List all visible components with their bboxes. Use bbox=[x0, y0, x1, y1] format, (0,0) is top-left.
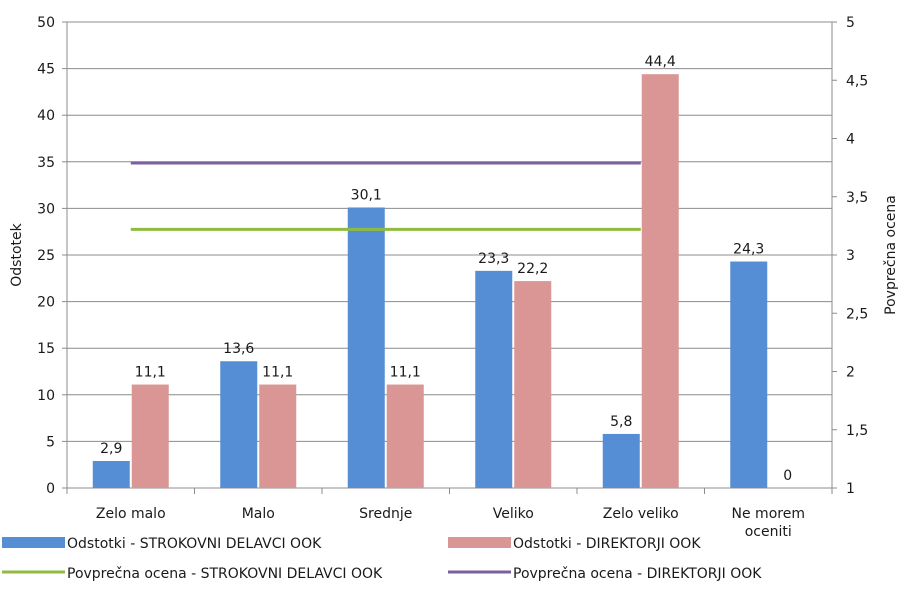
legend-swatch bbox=[2, 537, 65, 548]
bar bbox=[602, 433, 640, 488]
bar-data-label: 23,3 bbox=[478, 251, 509, 267]
x-category-label: Veliko bbox=[493, 506, 534, 522]
bar-data-label: 0 bbox=[783, 468, 792, 484]
bar bbox=[259, 384, 297, 488]
x-category-label: Malo bbox=[242, 506, 275, 522]
y2-tick-label: 3 bbox=[846, 248, 855, 264]
bar-data-label: 13,6 bbox=[223, 341, 254, 357]
bar bbox=[131, 384, 169, 488]
y-tick-label: 5 bbox=[46, 434, 55, 450]
bar bbox=[514, 281, 552, 488]
x-category-label: Zelo veliko bbox=[603, 506, 679, 522]
legend-label: Povprečna ocena - DIREKTORJI OOK bbox=[513, 566, 762, 582]
bar-data-label: 11,1 bbox=[135, 365, 166, 381]
bar bbox=[220, 361, 258, 488]
bar-data-label: 44,4 bbox=[645, 54, 676, 70]
y-axis-title: Odstotek bbox=[9, 222, 25, 286]
legend-label: Odstotki - DIREKTORJI OOK bbox=[513, 536, 701, 552]
bar-data-label: 22,2 bbox=[517, 261, 548, 277]
bar-data-label: 2,9 bbox=[100, 441, 122, 457]
x-category-label: Ne morem bbox=[732, 506, 805, 522]
y-tick-label: 40 bbox=[37, 108, 55, 124]
y2-tick-label: 1,5 bbox=[846, 423, 868, 439]
x-category-label: Srednje bbox=[359, 506, 412, 522]
bar bbox=[730, 261, 768, 488]
y2-tick-label: 5 bbox=[846, 15, 855, 31]
y2-tick-label: 4 bbox=[846, 132, 855, 148]
bar-data-label: 5,8 bbox=[610, 414, 632, 430]
y2-tick-label: 3,5 bbox=[846, 190, 868, 206]
bar-data-label: 11,1 bbox=[262, 365, 293, 381]
x-category-label: oceniti bbox=[745, 524, 792, 540]
legend-label: Povprečna ocena - STROKOVNI DELAVCI OOK bbox=[67, 566, 383, 582]
y2-axis-title: Povprečna ocena bbox=[883, 195, 899, 315]
y2-tick-label: 1 bbox=[846, 481, 855, 497]
y2-tick-label: 2 bbox=[846, 365, 855, 381]
legend-label: Odstotki - STROKOVNI DELAVCI OOK bbox=[67, 536, 322, 552]
y-tick-label: 25 bbox=[37, 248, 55, 264]
bar bbox=[386, 384, 424, 488]
y-tick-label: 45 bbox=[37, 62, 55, 78]
y-tick-label: 15 bbox=[37, 341, 55, 357]
legend-swatch bbox=[448, 537, 511, 548]
y-tick-label: 10 bbox=[37, 388, 55, 404]
y-tick-label: 0 bbox=[46, 481, 55, 497]
bar-data-label: 11,1 bbox=[390, 365, 421, 381]
y-tick-label: 20 bbox=[37, 295, 55, 311]
bar bbox=[475, 270, 513, 488]
y-tick-label: 35 bbox=[37, 155, 55, 171]
y2-tick-label: 2,5 bbox=[846, 306, 868, 322]
y-tick-label: 30 bbox=[37, 201, 55, 217]
bar bbox=[347, 207, 385, 488]
x-category-label: Zelo malo bbox=[96, 506, 166, 522]
bar bbox=[92, 460, 130, 488]
bar-data-label: 30,1 bbox=[351, 187, 382, 203]
y-tick-label: 50 bbox=[37, 15, 55, 31]
bar-data-label: 24,3 bbox=[733, 242, 764, 258]
bar bbox=[641, 74, 679, 488]
y2-tick-label: 4,5 bbox=[846, 73, 868, 89]
